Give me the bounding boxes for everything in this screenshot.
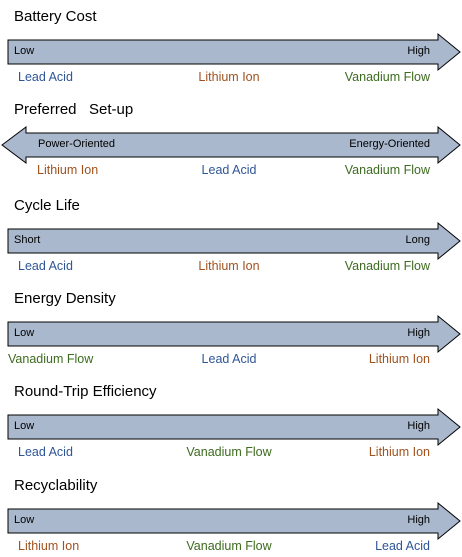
scale-start-label: Low xyxy=(14,514,35,526)
scale-start-label: Power-Oriented xyxy=(38,138,116,150)
scale-start-label: Short xyxy=(14,234,41,246)
tech-label-lithium-ion: Lithium Ion xyxy=(198,70,260,84)
right-arrow-icon xyxy=(7,501,461,541)
tech-label-lead-acid: Lead Acid xyxy=(18,70,73,84)
row-title: Recyclability xyxy=(14,477,98,494)
row-title: Preferred Set-up xyxy=(14,101,134,118)
row-cycle-life: Cycle Life Short Long Lead Acid Lithium … xyxy=(0,197,462,277)
right-arrow-icon xyxy=(7,407,461,447)
tech-label-lead-acid: Lead Acid xyxy=(201,352,257,366)
scale-end-label: Long xyxy=(405,234,430,246)
tech-label-vanadium-flow: Vanadium Flow xyxy=(344,163,430,177)
row-battery-cost: Battery Cost Low High Lead Acid Lithium … xyxy=(0,8,462,88)
scale-start-label: Low xyxy=(14,327,35,339)
scale-end-label: Energy-Oriented xyxy=(349,138,430,150)
row-energy-density: Energy Density Low High Vanadium Flow Le… xyxy=(0,290,462,370)
row-title: Cycle Life xyxy=(14,197,80,214)
scale-start-label: Low xyxy=(14,45,35,57)
tech-label-vanadium-flow: Vanadium Flow xyxy=(186,445,272,459)
row-preferred-setup: Preferred Set-up Power-Oriented Energy-O… xyxy=(0,101,462,181)
scale-end-label: High xyxy=(407,327,430,339)
tech-label-lead-acid: Lead Acid xyxy=(201,163,257,177)
tech-label-lithium-ion: Lithium Ion xyxy=(18,539,80,553)
row-title: Battery Cost xyxy=(14,8,97,25)
right-arrow-icon xyxy=(7,32,461,72)
tech-label-vanadium-flow: Vanadium Flow xyxy=(186,539,272,553)
scale-end-label: High xyxy=(407,420,430,432)
scale-start-label: Low xyxy=(14,420,35,432)
tech-label-vanadium-flow: Vanadium Flow xyxy=(8,352,94,366)
tech-label-lithium-ion: Lithium Ion xyxy=(37,163,99,177)
tech-label-lithium-ion: Lithium Ion xyxy=(198,259,260,273)
tech-label-vanadium-flow: Vanadium Flow xyxy=(344,259,430,273)
tech-label-lead-acid: Lead Acid xyxy=(375,539,430,553)
double-arrow-icon xyxy=(1,125,461,165)
right-arrow-icon xyxy=(7,314,461,354)
row-recyclability: Recyclability Low High Lithium Ion Vanad… xyxy=(0,477,462,557)
tech-label-lithium-ion: Lithium Ion xyxy=(368,445,430,459)
tech-label-lead-acid: Lead Acid xyxy=(18,259,73,273)
tech-label-lead-acid: Lead Acid xyxy=(18,445,73,459)
row-title: Energy Density xyxy=(14,290,116,307)
row-round-trip-efficiency: Round-Trip Efficiency Low High Lead Acid… xyxy=(0,383,462,463)
right-arrow-icon xyxy=(7,221,461,261)
row-title: Round-Trip Efficiency xyxy=(14,383,157,400)
tech-label-vanadium-flow: Vanadium Flow xyxy=(344,70,430,84)
tech-label-lithium-ion: Lithium Ion xyxy=(368,352,430,366)
scale-end-label: High xyxy=(407,514,430,526)
scale-end-label: High xyxy=(407,45,430,57)
